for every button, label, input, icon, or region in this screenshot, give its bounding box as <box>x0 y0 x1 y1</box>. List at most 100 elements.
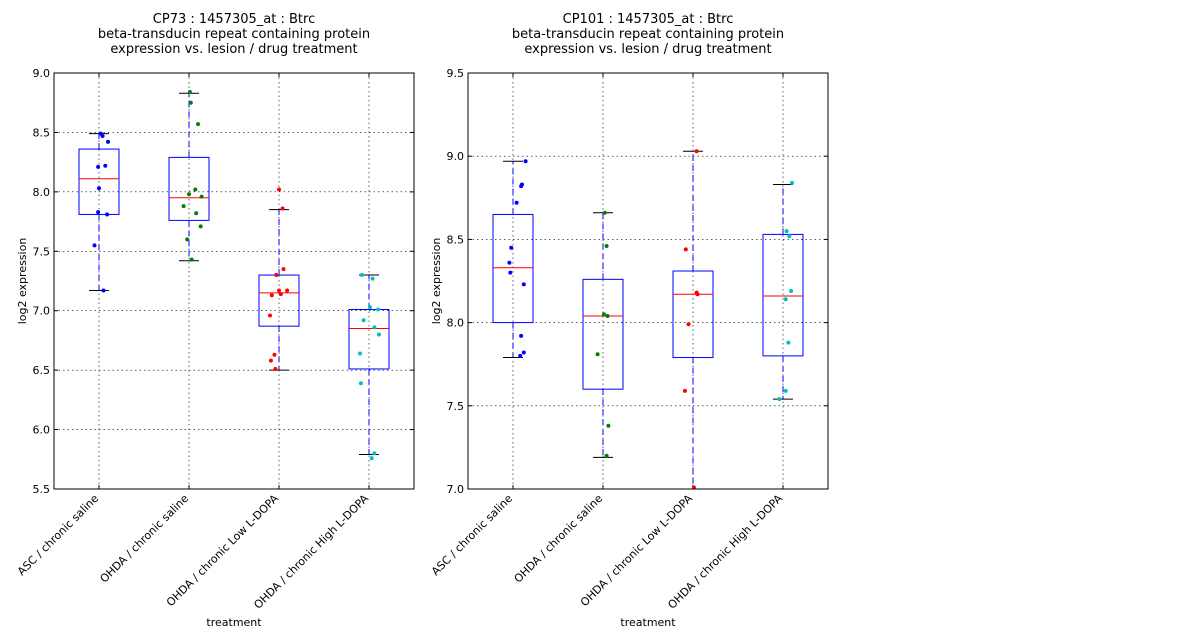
box <box>348 309 390 370</box>
data-point <box>272 352 277 357</box>
data-point <box>509 245 514 250</box>
data-point <box>103 163 108 168</box>
data-point <box>783 388 788 393</box>
data-point <box>519 184 524 189</box>
data-point <box>106 139 110 144</box>
chart-cp73: CP73 : 1457305_at : Btrc beta-transducin… <box>15 12 415 629</box>
data-point <box>358 351 362 356</box>
chart-cp101: CP101 : 1457305_at : Btrc beta-transduci… <box>429 12 829 629</box>
data-point <box>514 200 519 205</box>
data-point <box>281 267 286 272</box>
axes-frame <box>467 72 829 490</box>
box <box>492 213 534 324</box>
data-point <box>268 313 272 318</box>
box <box>168 156 210 221</box>
box <box>258 274 300 327</box>
y-tick-label: 6.0 <box>33 424 51 437</box>
data-point <box>358 381 363 386</box>
data-point <box>359 273 364 278</box>
data-point <box>521 282 526 287</box>
data-point <box>691 485 696 490</box>
data-point <box>601 312 606 317</box>
chart-title-line-1: CP101 : 1457305_at : Btrc <box>563 12 734 27</box>
data-point <box>372 451 377 456</box>
y-tick-label: 9.0 <box>447 150 465 163</box>
box <box>672 270 714 359</box>
data-point <box>280 206 285 211</box>
data-point <box>278 292 283 297</box>
data-point <box>100 133 105 138</box>
plot-area: 5.5 6.0 6.5 7.0 7.5 8.0 8.5 9.0 ASC / chronic sa… <box>15 67 415 612</box>
data-point <box>193 187 198 192</box>
data-point <box>523 159 528 164</box>
data-point <box>789 288 794 293</box>
x-axis-label: treatment <box>206 616 262 629</box>
data-point <box>521 350 526 355</box>
chart-title-line-1: CP73 : 1457305_at : Btrc <box>153 12 315 27</box>
y-tick-label: 5.5 <box>33 483 51 496</box>
data-point <box>783 297 788 302</box>
data-point <box>199 194 204 199</box>
data-point <box>277 187 281 192</box>
data-point <box>508 270 513 275</box>
data-point <box>694 149 699 154</box>
data-point <box>777 397 782 402</box>
box <box>762 233 804 357</box>
data-point <box>96 164 101 169</box>
x-tick-label: OHDA / chronic saline <box>98 492 192 586</box>
data-point <box>97 186 101 191</box>
data-point <box>790 180 794 185</box>
y-tick-label: 7.5 <box>33 245 51 258</box>
data-point <box>181 204 186 209</box>
data-point <box>196 122 200 127</box>
chart-title-line-2: beta-transducin repeat containing protei… <box>512 27 784 42</box>
x-axis-label: treatment <box>620 616 676 629</box>
data-point <box>605 313 610 318</box>
y-tick-label: 7.0 <box>447 483 465 496</box>
box <box>582 278 624 390</box>
data-point <box>96 210 101 215</box>
y-tick-label: 9.5 <box>447 67 465 80</box>
data-point <box>376 307 380 312</box>
y-tick-label: 8.0 <box>33 186 51 199</box>
data-point <box>507 260 512 265</box>
data-point <box>683 247 688 252</box>
data-point <box>376 332 381 337</box>
data-point <box>185 237 190 242</box>
data-point <box>784 229 789 234</box>
data-point <box>370 276 375 281</box>
data-point <box>604 244 609 249</box>
data-point <box>189 257 194 262</box>
data-point <box>686 322 691 327</box>
data-point <box>604 453 609 458</box>
chart-title-line-3: expression vs. lesion / drug treatment <box>524 42 771 57</box>
data-point <box>269 293 274 298</box>
data-point <box>367 305 372 310</box>
data-point <box>682 388 687 393</box>
data-point <box>369 456 374 461</box>
y-tick-label: 8.5 <box>447 233 465 246</box>
y-tick-label: 7.5 <box>447 400 465 413</box>
y-tick-label: 9.0 <box>33 67 51 80</box>
data-point <box>695 292 700 297</box>
y-tick-label: 7.0 <box>33 305 51 318</box>
x-tick-label: OHDA / chronic saline <box>512 492 606 586</box>
data-point <box>105 212 110 217</box>
data-point <box>187 192 191 197</box>
data-point <box>786 340 791 345</box>
data-point <box>277 288 281 293</box>
data-point <box>273 366 278 371</box>
data-point <box>101 288 106 293</box>
data-point <box>92 243 97 248</box>
axes-frame <box>53 72 415 490</box>
data-point <box>372 325 377 330</box>
y-tick-label: 8.0 <box>447 317 465 330</box>
data-point <box>274 273 279 278</box>
data-point <box>268 358 273 363</box>
data-point <box>198 224 203 229</box>
x-tick-label: ASC / chronic saline <box>429 492 515 578</box>
data-point <box>595 352 600 357</box>
data-point <box>285 288 290 293</box>
data-point <box>606 423 611 428</box>
